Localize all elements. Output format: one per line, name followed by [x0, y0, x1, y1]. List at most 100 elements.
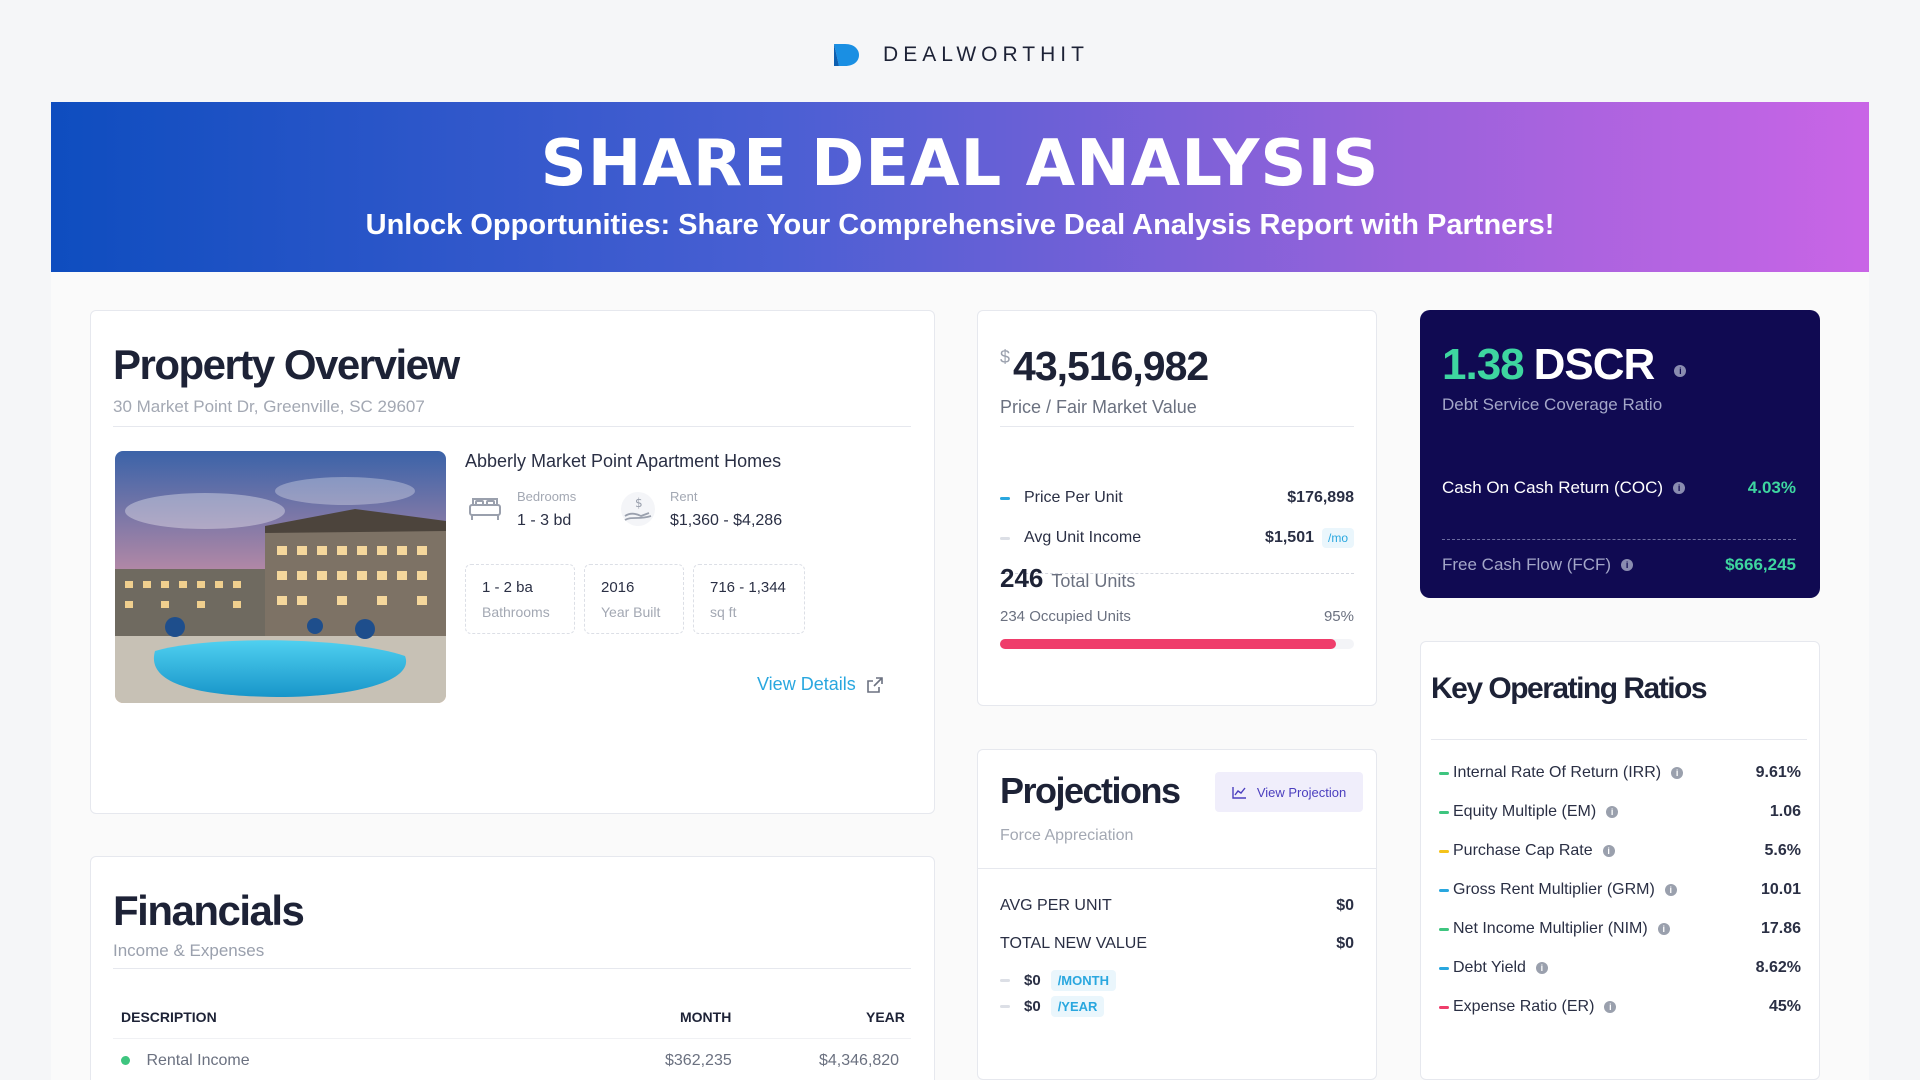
bullet-bar: [1439, 849, 1449, 853]
ratio-row: Gross Rent Multiplier (GRM) i 10.01: [1439, 881, 1801, 899]
ratio-row: Purchase Cap Rate i 5.6%: [1439, 842, 1801, 860]
bathrooms-chip: 1 - 2 ba Bathrooms: [465, 564, 575, 634]
view-details-label: View Details: [757, 674, 856, 694]
property-overview-card: Property Overview 30 Market Point Dr, Gr…: [90, 310, 935, 814]
info-icon[interactable]: i: [1657, 923, 1670, 935]
external-link-icon: [866, 676, 883, 693]
chip-label: Year Built: [601, 604, 661, 620]
coc-row: Cash On Cash Return (COC) i 4.03%: [1442, 478, 1796, 498]
total-new-value-row: TOTAL NEW VALUE $0: [1000, 935, 1354, 953]
bullet-bar: [1439, 771, 1449, 775]
chip-label: sq ft: [710, 604, 737, 620]
property-photo-image: [115, 451, 446, 703]
dscr-card: 1.38 DSCR i Debt Service Coverage Ratio …: [1420, 310, 1820, 598]
info-icon[interactable]: i: [1673, 482, 1686, 494]
info-icon[interactable]: i: [1664, 884, 1677, 896]
year-built-chip: 2016 Year Built: [584, 564, 684, 634]
divider: [113, 426, 911, 427]
column-header-month: MONTH: [680, 1009, 732, 1025]
kv-value: $176,898: [1287, 489, 1354, 506]
avg-unit-income-row: Avg Unit Income $1,501 /mo: [1000, 528, 1354, 548]
financials-subtitle: Income & Expenses: [113, 941, 265, 960]
info-icon[interactable]: i: [1621, 559, 1634, 571]
info-icon[interactable]: i: [1604, 1001, 1617, 1013]
kv-label: Price Per Unit: [1024, 489, 1123, 506]
ratio-value: 1.06: [1769, 803, 1801, 820]
property-overview-title: Property Overview: [113, 341, 460, 388]
bullet-bar: [1439, 927, 1449, 931]
chip-value: 1 - 2 ba: [482, 579, 533, 596]
rent-hand-icon: $: [618, 489, 658, 529]
divider: [978, 868, 1376, 869]
ratio-value: 8.62%: [1755, 959, 1801, 976]
rent-label: Rent: [670, 489, 698, 504]
dashed-divider: [1442, 539, 1796, 540]
rent-feature: $ Rent $1,360 - $4,286: [618, 489, 782, 530]
view-projection-button[interactable]: View Projection: [1215, 772, 1363, 812]
bedrooms-label: Bedrooms: [517, 489, 577, 504]
fcf-label: Free Cash Flow (FCF): [1442, 555, 1612, 574]
row-month: $362,235: [665, 1052, 732, 1069]
rent-value: $1,360 - $4,286: [670, 512, 783, 529]
kv-label: TOTAL NEW VALUE: [1000, 935, 1147, 952]
info-icon[interactable]: i: [1671, 767, 1684, 779]
total-units-label: Total Units: [1051, 571, 1136, 591]
price-card: $ 43,516,982 Price / Fair Market Value P…: [977, 310, 1377, 706]
chip-value: 2016: [601, 579, 635, 596]
ratio-row: Equity Multiple (EM) i 1.06: [1439, 803, 1801, 821]
kv-value: $1,501: [1265, 529, 1314, 546]
dscr-value: 1.38: [1442, 340, 1525, 389]
property-photo: [115, 451, 446, 703]
dashboard-area: Property Overview 30 Market Point Dr, Gr…: [51, 272, 1869, 1080]
ratio-value: 17.86: [1760, 920, 1801, 937]
ratio-row: Net Income Multiplier (NIM) i 17.86: [1439, 920, 1801, 938]
bullet-bar: [1439, 1005, 1449, 1009]
fcf-value: $666,245: [1725, 555, 1796, 574]
info-icon[interactable]: i: [1674, 365, 1687, 377]
coc-label: Cash On Cash Return (COC): [1442, 478, 1664, 497]
info-icon[interactable]: i: [1602, 845, 1615, 857]
divider: [1000, 426, 1354, 427]
currency-symbol: $: [1000, 347, 1011, 367]
ratio-label: Gross Rent Multiplier (GRM): [1453, 881, 1655, 898]
occupied-percent: 95%: [1323, 608, 1354, 625]
bed-icon: [465, 489, 505, 529]
bullet-bar: [1439, 888, 1449, 892]
row-description: Rental Income: [146, 1052, 250, 1069]
dscr-value-group: 1.38 DSCR i: [1442, 340, 1687, 390]
ratio-label: Net Income Multiplier (NIM): [1453, 920, 1648, 937]
per-year-value: $0: [1024, 998, 1041, 1015]
ratio-row: Expense Ratio (ER) i 45%: [1439, 998, 1801, 1016]
ratio-label: Equity Multiple (EM): [1453, 803, 1597, 820]
banner-title: SHARE DEAL ANALYSIS: [540, 127, 1380, 201]
total-units-group: 246 Total Units: [1000, 563, 1135, 594]
income-dot-icon: [121, 1056, 130, 1066]
projections-subtitle: Force Appreciation: [1000, 827, 1134, 844]
kv-label: Avg Unit Income: [1024, 529, 1142, 546]
bedrooms-value: 1 - 3 bd: [517, 512, 572, 529]
kv-label: AVG PER UNIT: [1000, 897, 1112, 914]
per-month-row: $0 /MONTH: [1000, 970, 1116, 991]
key-operating-ratios-card: Key Operating Ratios Internal Rate Of Re…: [1420, 641, 1820, 1080]
kv-value: $0: [1336, 897, 1354, 914]
row-divider: [113, 1038, 911, 1039]
view-details-link[interactable]: View Details: [757, 674, 884, 695]
divider: [1431, 739, 1807, 740]
ratio-value: 9.61%: [1755, 764, 1801, 781]
chip-label: Bathrooms: [482, 604, 550, 620]
sqft-chip: 716 - 1,344 sq ft: [693, 564, 805, 634]
ratio-label: Internal Rate Of Return (IRR): [1453, 764, 1662, 781]
property-address: 30 Market Point Dr, Greenville, SC 29607: [113, 397, 425, 416]
line-chart-icon: [1232, 786, 1246, 799]
ratio-row: Internal Rate Of Return (IRR) i 9.61%: [1439, 764, 1801, 782]
dscr-label: DSCR: [1533, 340, 1656, 389]
info-icon[interactable]: i: [1535, 962, 1548, 974]
kv-value: $0: [1336, 935, 1354, 952]
key-ratios-title: Key Operating Ratios: [1431, 672, 1708, 705]
info-icon[interactable]: i: [1606, 806, 1619, 818]
price-per-unit-row: Price Per Unit $176,898: [1000, 489, 1354, 507]
ratio-label: Debt Yield: [1453, 959, 1526, 976]
brand-header: DEALWORTHIT: [0, 40, 1920, 70]
brand-name: DEALWORTHIT: [883, 43, 1089, 66]
bullet-bar: [1000, 536, 1010, 540]
